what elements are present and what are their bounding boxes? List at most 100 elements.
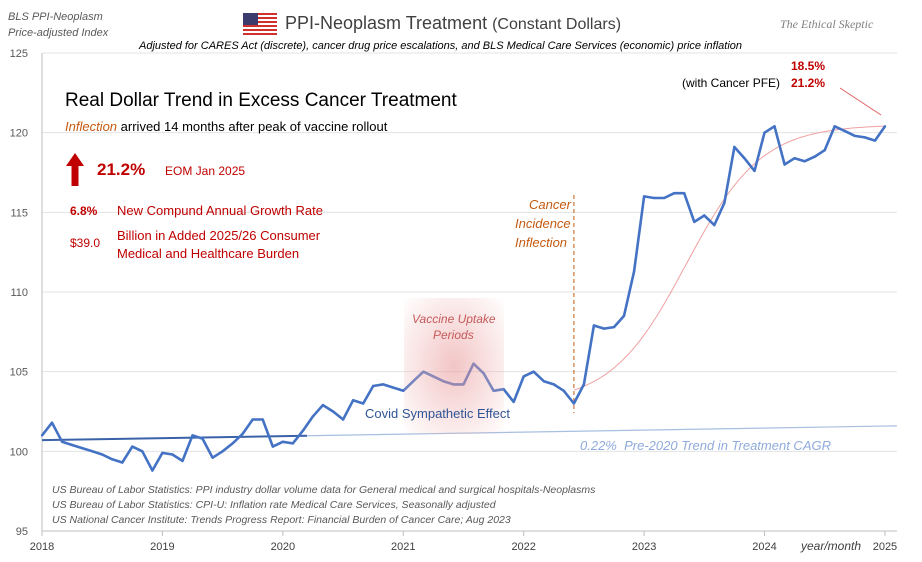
- data-point: [713, 223, 716, 227]
- chart-title-suffix: (Constant Dollars): [492, 16, 622, 33]
- data-point: [843, 129, 847, 133]
- data-point: [542, 380, 545, 383]
- data-point: [70, 443, 74, 447]
- data-point: [663, 196, 666, 200]
- burden-value: $39.0: [70, 236, 101, 250]
- data-point: [402, 389, 405, 392]
- data-point: [80, 446, 84, 450]
- data-point: [803, 160, 806, 163]
- data-point: [532, 370, 535, 373]
- data-point: [392, 386, 395, 389]
- data-point: [382, 383, 385, 386]
- x-tick-label-2021: 2021: [391, 541, 415, 553]
- data-point: [783, 163, 786, 166]
- data-point: [793, 157, 796, 160]
- data-point: [211, 456, 214, 459]
- pfe-pct-2: 21.2%: [791, 76, 826, 90]
- data-point: [572, 402, 576, 405]
- vaccine-uptake-label-1: Vaccine Uptake: [412, 312, 496, 326]
- headline-pct-label: EOM Jan 2025: [165, 164, 246, 178]
- data-point: [883, 125, 887, 128]
- cancer-incidence-label-3: Inflection: [515, 235, 568, 250]
- data-point: [151, 469, 154, 472]
- data-point: [341, 418, 345, 421]
- data-point: [552, 383, 555, 386]
- top-left-label-2: Price-adjusted Index: [8, 27, 109, 39]
- data-point: [362, 402, 365, 405]
- brand-label: The Ethical Skeptic: [780, 17, 874, 31]
- headline-pct: 21.2%: [97, 160, 146, 179]
- data-point: [161, 451, 164, 455]
- y-axis-ticks: 95 100 105 110 115 120 125: [10, 48, 28, 538]
- chart-title: PPI-Neoplasm Treatment (Constant Dollars…: [285, 13, 621, 34]
- x-tick-label-2018: 2018: [30, 541, 54, 553]
- data-point: [743, 157, 746, 160]
- data-point: [833, 125, 836, 128]
- data-point: [753, 169, 756, 173]
- cagr-label: New Compund Annual Growth Rate: [117, 203, 323, 218]
- data-point: [251, 418, 254, 421]
- data-point: [181, 459, 184, 463]
- data-point: [60, 440, 64, 443]
- inflection-note: Inflection arrived 14 months after peak …: [65, 119, 387, 134]
- data-point: [562, 389, 565, 392]
- source-line-2: US Bureau of Labor Statistics: CPI-U: In…: [52, 499, 496, 511]
- pfe-pct-1: 18.5%: [791, 59, 826, 73]
- data-point: [873, 139, 877, 142]
- headline-title: Real Dollar Trend in Excess Cancer Treat…: [65, 90, 457, 111]
- y-tick-label-100: 100: [10, 446, 28, 458]
- data-point: [40, 434, 44, 437]
- trend-text: Pre-2020 Trend in Treatment CAGR: [624, 438, 831, 453]
- data-point: [652, 196, 656, 200]
- data-point: [201, 437, 204, 440]
- data-point: [763, 131, 766, 134]
- data-point: [221, 450, 224, 453]
- x-tick-label-2020: 2020: [271, 541, 295, 553]
- source-line-1: US Bureau of Labor Statistics: PPI indus…: [52, 484, 596, 496]
- cagr-value: 6.8%: [70, 204, 98, 218]
- data-point: [723, 201, 726, 204]
- vaccine-uptake-label-2: Periods: [433, 328, 474, 342]
- data-point: [853, 134, 857, 138]
- vaccine-uptake-band: [404, 298, 504, 434]
- source-line-3: US National Cancer Institute: Trends Pro…: [52, 514, 511, 526]
- data-point: [683, 192, 686, 195]
- covid-effect-label: Covid Sympathetic Effect: [365, 406, 510, 421]
- data-point: [331, 410, 335, 413]
- data-point: [291, 442, 294, 445]
- data-point: [863, 136, 866, 139]
- data-point: [301, 429, 305, 432]
- data-point: [121, 461, 124, 464]
- top-left-label-1: BLS PPI-Neoplasm: [8, 11, 103, 23]
- data-point: [372, 384, 375, 388]
- data-point: [823, 149, 826, 152]
- chart-subtitle: Adjusted for CARES Act (discrete), cance…: [139, 40, 743, 52]
- x-tick-label-2025: 2025: [873, 541, 897, 553]
- inflection-word: Inflection: [65, 119, 118, 134]
- chart-title-main: PPI-Neoplasm Treatment: [285, 13, 488, 33]
- x-tick-label-2023: 2023: [632, 541, 656, 553]
- x-tick-label-2019: 2019: [150, 541, 174, 553]
- data-point: [813, 155, 816, 158]
- y-tick-label-105: 105: [10, 367, 28, 379]
- x-tick-label-2022: 2022: [511, 541, 535, 553]
- data-point: [241, 432, 244, 435]
- data-point: [321, 403, 325, 407]
- data-point: [642, 195, 646, 198]
- up-arrow-icon: [66, 153, 84, 186]
- pfe-label: (with Cancer PFE): [682, 76, 781, 90]
- data-point: [673, 192, 676, 195]
- data-point: [612, 325, 616, 329]
- data-point: [231, 442, 234, 445]
- cancer-incidence-label-1: Cancer: [529, 197, 571, 212]
- data-point: [271, 445, 274, 448]
- data-point: [131, 445, 134, 448]
- data-point: [773, 125, 776, 128]
- data-point: [311, 415, 315, 418]
- trend-label: 0.22% Pre-2020 Trend in Treatment CAGR: [580, 438, 831, 453]
- x-axis-unit-label: year/month: [801, 539, 862, 553]
- y-tick-label-115: 115: [10, 207, 28, 219]
- data-point: [351, 399, 355, 402]
- data-point: [582, 383, 586, 386]
